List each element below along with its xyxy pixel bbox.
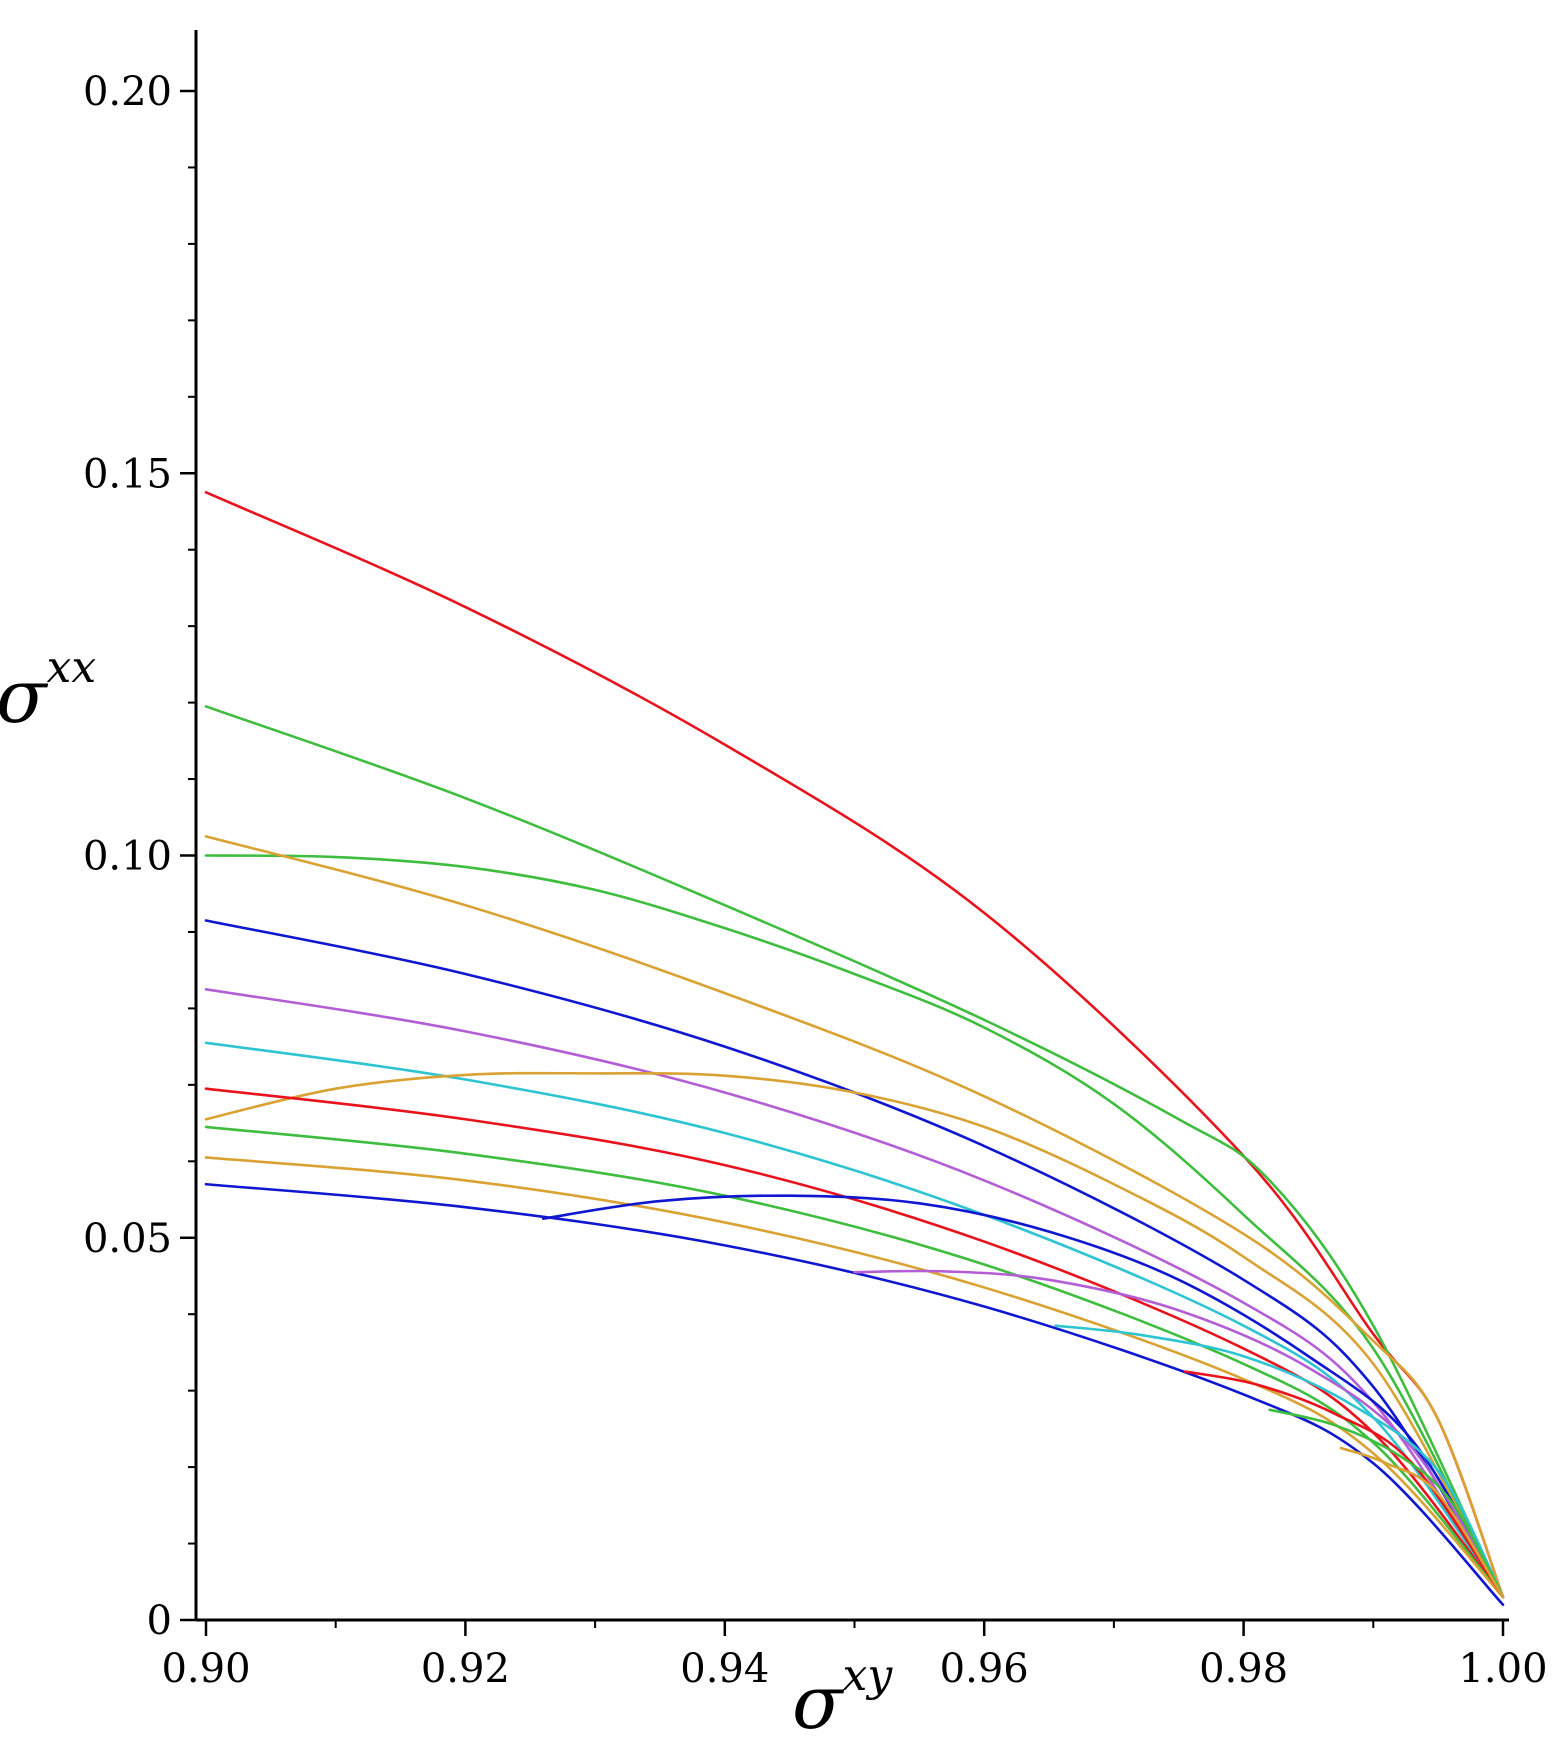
series-line-10 <box>204 1125 1505 1599</box>
plot-area <box>204 491 1505 1607</box>
x-tick-label: 1.00 <box>1458 1646 1547 1692</box>
series-line-17 <box>1268 1408 1505 1599</box>
series-line-11 <box>204 1156 1505 1599</box>
series-line-12 <box>204 1182 1505 1607</box>
x-tick-label: 0.92 <box>421 1646 510 1692</box>
series-line-16 <box>1183 1370 1505 1599</box>
series-line-5 <box>204 919 1505 1599</box>
x-tick-label: 0.96 <box>940 1646 1029 1692</box>
series-line-18 <box>1339 1446 1505 1599</box>
series-line-13 <box>541 1194 1505 1599</box>
y-tick-label: 0 <box>147 1598 172 1644</box>
y-axis: 0 0.05 0.10 0.15 0.20 <box>83 30 198 1644</box>
series-line-15 <box>1054 1324 1505 1599</box>
x-axis-title: σxy <box>792 1650 893 1741</box>
y-tick-label: 0.05 <box>83 1216 172 1262</box>
series-line-3 <box>204 854 1505 1599</box>
y-tick-label: 0.15 <box>83 451 172 497</box>
y-tick-label: 0.20 <box>83 69 172 115</box>
y-tick-label: 0.10 <box>83 834 172 880</box>
x-axis: 0.90 0.92 0.94 0.96 0.98 1.00 <box>161 1618 1548 1692</box>
series-line-4 <box>204 835 1505 1599</box>
x-tick-label: 0.98 <box>1199 1646 1288 1692</box>
x-tick-label: 0.90 <box>161 1646 250 1692</box>
series-line-7 <box>204 1041 1505 1599</box>
series-line-14 <box>853 1269 1505 1599</box>
y-axis-title: σxx <box>0 642 96 740</box>
x-tick-label: 0.94 <box>680 1646 769 1692</box>
series-line-1 <box>204 491 1505 1599</box>
series-line-2 <box>204 705 1505 1599</box>
series-line-8 <box>204 1071 1505 1599</box>
